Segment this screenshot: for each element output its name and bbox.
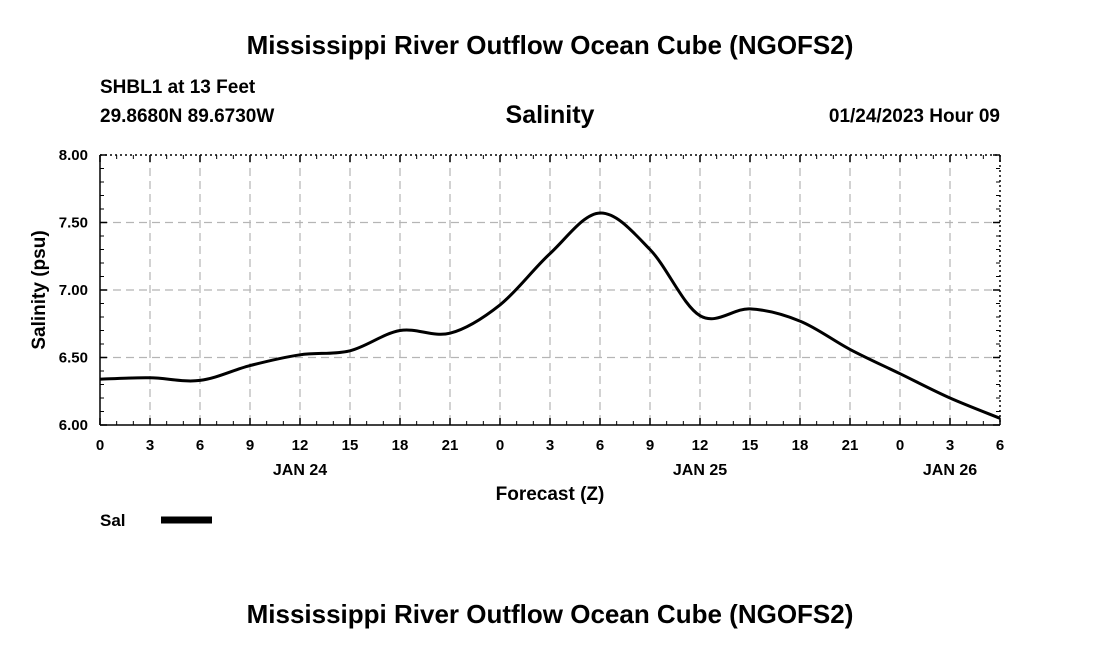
x-tick-label: 6 — [996, 437, 1004, 454]
coordinates-label: 29.8680N 89.6730W — [100, 106, 275, 127]
x-axis-label: Forecast (Z) — [496, 484, 605, 505]
y-tick-label: 7.50 — [59, 215, 88, 232]
series-layer — [99, 211, 1001, 420]
forecast-datetime: 01/24/2023 Hour 09 — [828, 106, 1000, 127]
x-tick-label: 6 — [196, 437, 204, 454]
footer-title: Mississippi River Outflow Ocean Cube (NG… — [246, 599, 854, 629]
x-tick-label: 21 — [442, 437, 459, 454]
x-tick-label: 9 — [646, 437, 654, 454]
y-tick-label: 6.50 — [59, 350, 88, 367]
y-axis-label: Salinity (psu) — [29, 230, 50, 349]
x-tick-label: 0 — [96, 437, 104, 454]
chart-title: Salinity — [505, 101, 595, 129]
x-tick-label: 3 — [946, 437, 954, 454]
x-tick-label: 12 — [292, 437, 309, 454]
x-tick-label: 6 — [596, 437, 604, 454]
series-line-salinity — [99, 211, 1001, 420]
y-tick-label: 6.00 — [59, 417, 88, 434]
x-tick-label: 15 — [742, 437, 759, 454]
date-label: JAN 25 — [673, 462, 727, 479]
axis-layer: 0 3 6 9 12 15 18 21 0 3 6 9 12 15 18 21 0 3 6 6.00 6.50 7.00 7… — [59, 147, 1004, 479]
legend-label: Sal — [100, 511, 126, 530]
date-label: JAN 26 — [923, 462, 977, 479]
y-tick-label: 7.00 — [59, 282, 88, 299]
x-tick-label: 3 — [546, 437, 554, 454]
main-title: Mississippi River Outflow Ocean Cube (NG… — [246, 30, 854, 60]
x-tick-label: 18 — [392, 437, 409, 454]
grid-layer — [100, 155, 1000, 425]
x-tick-label: 0 — [896, 437, 904, 454]
station-label: SHBL1 at 13 Feet — [100, 77, 256, 98]
legend: Sal — [100, 511, 212, 530]
x-tick-label: 9 — [246, 437, 254, 454]
x-tick-label: 15 — [342, 437, 359, 454]
y-tick-label: 8.00 — [59, 147, 88, 164]
x-tick-label: 21 — [842, 437, 859, 454]
x-tick-label: 12 — [692, 437, 709, 454]
x-tick-label: 3 — [146, 437, 154, 454]
x-tick-label: 0 — [496, 437, 504, 454]
date-label: JAN 24 — [273, 462, 327, 479]
x-tick-label: 18 — [792, 437, 809, 454]
